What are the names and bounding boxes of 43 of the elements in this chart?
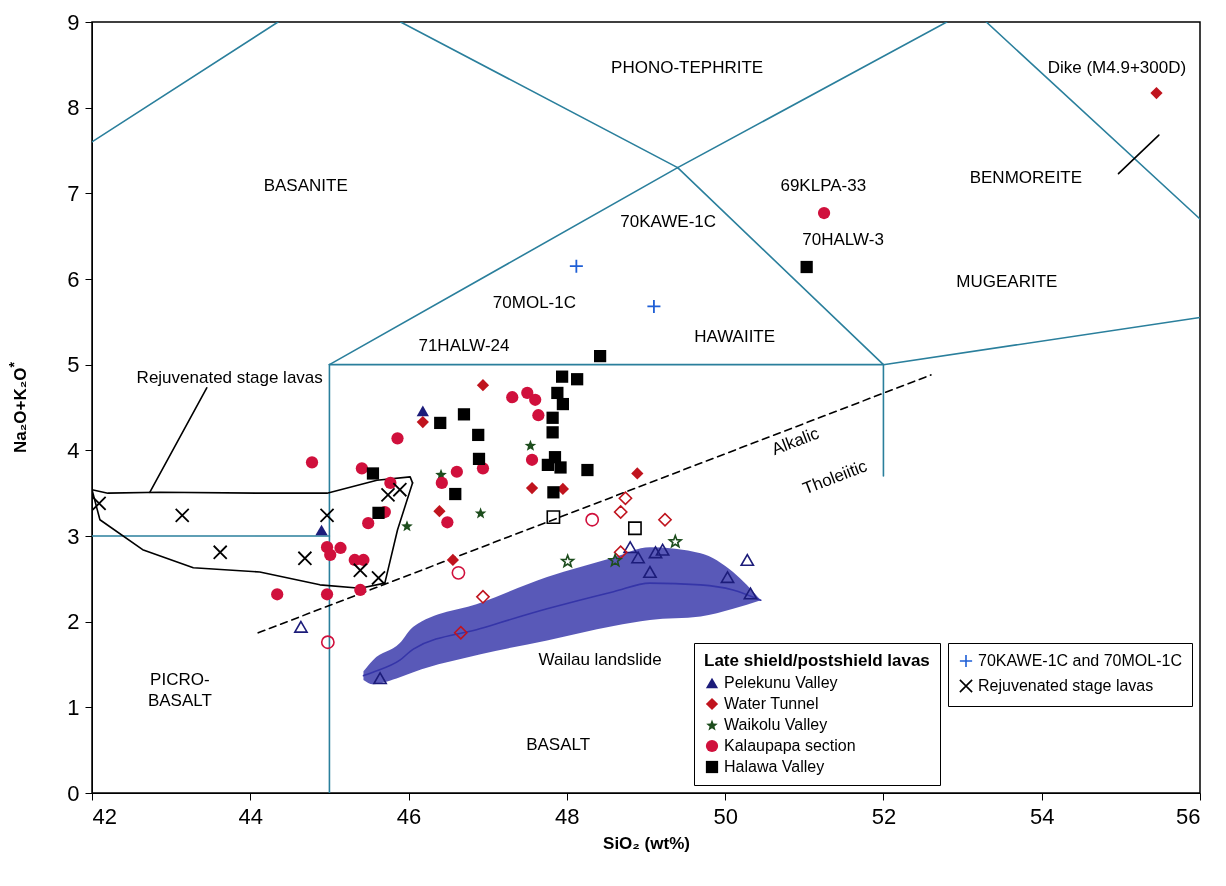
x-tick-label: 50 — [713, 803, 738, 829]
x-tick-label: 54 — [1029, 803, 1055, 829]
y-tick-label: 7 — [67, 180, 80, 206]
x-axis-title: SiO₂ (wt%) — [603, 833, 690, 853]
legend-label: Rejuvenated stage lavas — [978, 677, 1154, 694]
annotation: 70MOL-1C — [492, 292, 576, 312]
annotation: 71HALW-24 — [418, 335, 510, 355]
annotation: HAWAIITE — [694, 327, 776, 347]
y-tick-label: 9 — [67, 9, 80, 35]
annotation: MUGEARITE — [956, 272, 1058, 292]
y-tick-label: 2 — [67, 609, 80, 635]
annotation: BENMOREITE — [969, 167, 1083, 187]
annotation: BASANITE — [263, 175, 348, 195]
y-tick-label: 3 — [67, 523, 80, 549]
annotation: 69KLPA-33 — [780, 176, 867, 196]
y-tick-label: 4 — [67, 437, 80, 463]
legend-label: Kalaupapa section — [724, 737, 856, 754]
x-tick-label: 48 — [555, 803, 580, 829]
legend-label: Pelekunu Valley — [724, 674, 838, 691]
y-tick-label: 0 — [67, 780, 80, 806]
annotation: Rejuvenated stage lavas — [136, 368, 323, 388]
x-tick-label: 56 — [1176, 803, 1201, 829]
legend-label: Waikolu Valley — [724, 716, 828, 733]
y-tick-label: 5 — [67, 352, 80, 378]
annotation: Alkalic — [769, 423, 823, 459]
annotation: 70KAWE-1C — [620, 211, 717, 231]
y-tick-label: 6 — [67, 266, 80, 292]
x-tick-label: 42 — [92, 803, 117, 829]
legend-title: Late shield/postshield lavas — [704, 651, 930, 670]
x-tick-label: 44 — [238, 803, 264, 829]
annotation: Dike (M4.9+300D) — [1047, 58, 1187, 78]
y-tick-label: 8 — [67, 95, 80, 121]
annotation: 70HALW-3 — [802, 230, 884, 250]
annotation: BASALT — [526, 735, 591, 755]
x-tick-label: 52 — [871, 803, 897, 829]
annotation: PHONO-TEPHRITE — [611, 58, 764, 78]
x-tick-label: 46 — [396, 803, 422, 829]
legend-label: 70KAWE-1C and 70MOL-1C — [978, 652, 1182, 669]
legend-label: Halawa Valley — [724, 758, 825, 775]
annotation: Wailau landslide — [538, 650, 662, 670]
legend-label: Water Tunnel — [724, 695, 819, 712]
annotation: PICRO- BASALT — [147, 669, 212, 710]
y-tick-label: 1 — [67, 694, 80, 720]
